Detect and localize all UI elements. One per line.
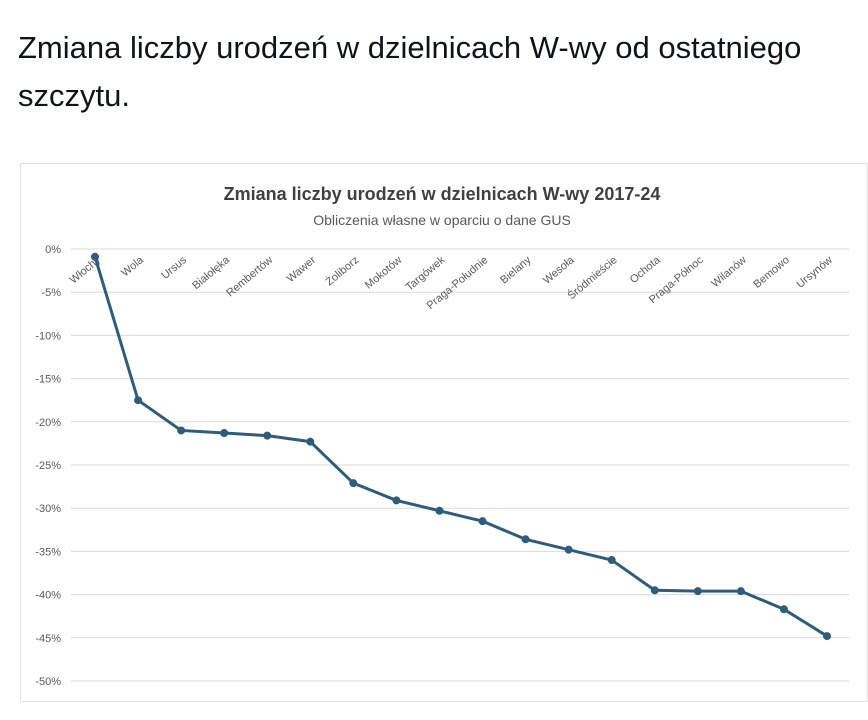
chart-title: Zmiana liczby urodzeń w dzielnicach W-wy… [224,184,661,204]
data-point [177,426,186,435]
x-category-label: Bemowo [751,254,791,291]
y-tick-label: -10% [35,330,61,342]
x-category-label: Mokotów [363,254,404,292]
y-tick-label: 0% [45,244,61,256]
data-point [478,517,487,526]
data-point [650,586,659,595]
data-point [349,479,358,488]
y-tick-label: -20% [35,417,61,429]
y-tick-label: -30% [35,503,61,515]
data-point [134,396,143,405]
tweet-text: Zmiana liczby urodzeń w dzielnicach W-wy… [18,30,802,113]
y-tick-label: -5% [41,287,61,299]
x-category-label: Targówek [404,254,448,294]
data-point [263,431,272,440]
x-category-label: Wawer [285,254,319,285]
x-category-label: Bielany [498,254,534,287]
y-tick-label: -40% [35,590,61,602]
x-category-label: Wesoła [541,254,577,287]
chart-card: Zmiana liczby urodzeń w dzielnicach W-wy… [20,163,868,702]
data-point [435,506,444,515]
x-category-label: Ursynów [794,254,835,291]
data-point [564,545,573,554]
x-category-label: Wilanów [709,254,749,290]
line-chart: Zmiana liczby urodzeń w dzielnicach W-wy… [35,184,849,688]
y-tick-label: -25% [35,460,61,472]
data-point [779,605,788,614]
data-point [693,587,702,596]
data-point [91,252,99,261]
chart-subtitle: Obliczenia własne w oparciu o dane GUS [313,212,571,228]
x-category-label: Ochota [628,254,664,287]
data-point [220,429,229,438]
y-tick-label: -35% [35,546,61,558]
x-category-label: Żoliborz [323,253,361,288]
data-point [392,496,401,505]
data-point [823,632,831,641]
data-point [306,437,315,446]
x-category-label: Wola [119,254,146,280]
data-point [736,587,745,596]
data-point [521,535,530,544]
x-category-label: Białołęka [190,254,233,292]
y-tick-label: -45% [35,633,61,645]
series-line [93,256,828,638]
y-tick-label: -15% [35,374,61,386]
y-tick-label: -50% [35,676,61,688]
x-category-label: Ursus [159,254,189,282]
data-point [607,556,616,565]
